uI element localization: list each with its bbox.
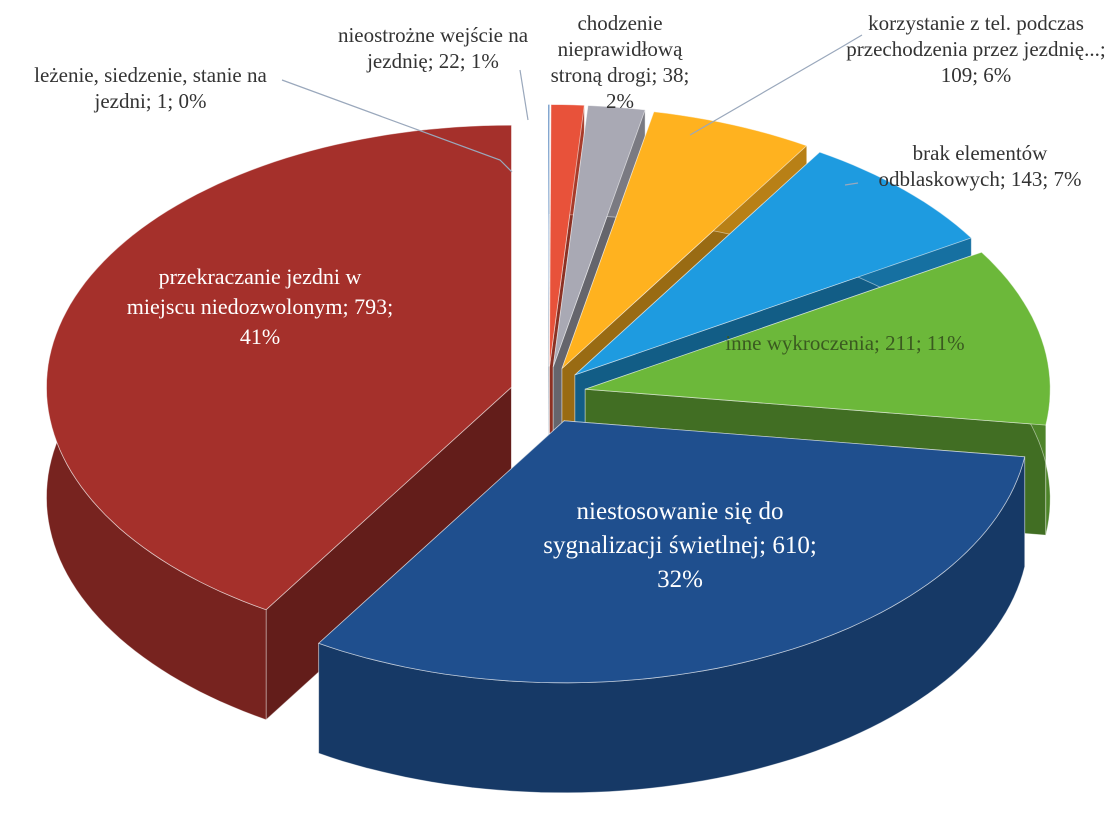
slice-top: [585, 251, 1051, 426]
slice-label: chodzenie nieprawidłową stroną drogi; 38…: [550, 11, 690, 113]
slice-top: [317, 420, 1026, 684]
slice-top: [547, 104, 551, 367]
slice-top: [552, 105, 646, 367]
slice-top: [561, 111, 808, 369]
leader-line: [844, 182, 859, 186]
slice-label: inne wykroczenia; 211; 11%: [725, 331, 965, 355]
slice-label: nieostrożne wejście na jezdnię; 22; 1%: [337, 23, 529, 73]
slice-label: brak elementów odblaskowych; 143; 7%: [878, 141, 1082, 191]
leader-lines: [281, 34, 863, 186]
leader-line: [689, 34, 863, 136]
slice: [317, 419, 1026, 794]
slice-label: leżenie, siedzenie, stanie na jezdni; 1;…: [34, 63, 267, 113]
slice-top: [574, 151, 973, 376]
slice-label: przekraczanie jezdni w miejscu niedozwol…: [126, 264, 394, 349]
slice-label: korzystanie z tel. podczas przechodzenia…: [846, 11, 1106, 87]
slice-top: [549, 104, 585, 367]
leader-line: [519, 69, 529, 121]
leader-line: [281, 79, 513, 173]
slice-top: [46, 124, 512, 611]
slice-label: niestosowanie się do sygnalizacji świetl…: [543, 498, 817, 593]
